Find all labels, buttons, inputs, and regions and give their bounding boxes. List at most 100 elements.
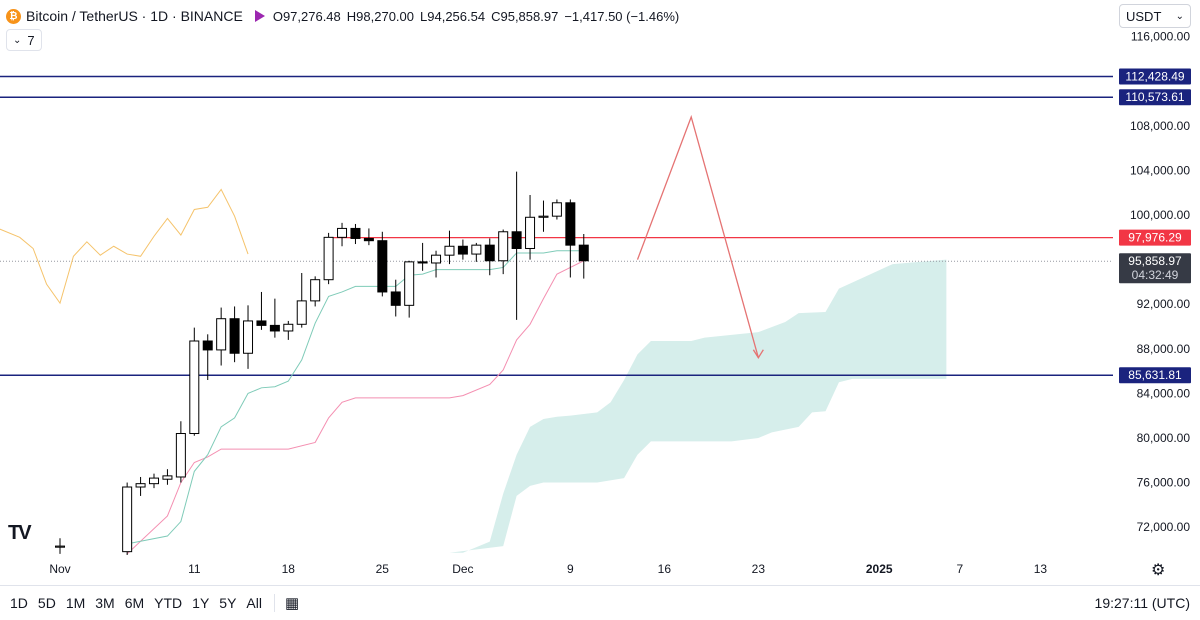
current-price-badge — [1119, 253, 1191, 284]
timeframe-6m[interactable]: 6M — [124, 595, 145, 611]
timeframe-5d[interactable]: 5D — [37, 595, 56, 611]
y-tick-label: 80,000.00 — [1137, 431, 1191, 445]
kijun-line — [126, 260, 584, 555]
ohlc-change: −1,417.50 (−1.46%) — [564, 8, 680, 24]
y-tick-label: 84,000.00 — [1137, 386, 1191, 400]
candle-body — [457, 245, 468, 255]
level-85631-label: 85,631.81 — [1128, 368, 1182, 382]
candle-body — [135, 483, 146, 488]
flag-icon[interactable] — [254, 10, 265, 22]
timeframe-1m[interactable]: 1M — [65, 595, 86, 611]
tenkan-line — [127, 250, 584, 545]
candle-body — [269, 324, 280, 332]
gear-icon[interactable]: ⚙ — [1151, 562, 1166, 579]
candle-body — [310, 279, 321, 302]
x-tick-label: 23 — [752, 562, 766, 576]
x-tick-label: 7 — [956, 562, 963, 576]
timeframe-all[interactable]: All — [246, 595, 262, 611]
current-price-countdown: 04:32:49 — [1132, 268, 1179, 282]
calendar-range-icon[interactable]: ▦ — [284, 595, 300, 612]
candle-body — [390, 291, 401, 306]
indicators-count: 7 — [27, 32, 35, 48]
projection-path — [636, 114, 759, 358]
candle-body — [525, 216, 536, 249]
x-tick-label: 2025 — [866, 562, 893, 576]
candle-body — [323, 236, 334, 281]
candle-body — [243, 320, 254, 354]
level-110573-badge — [1119, 89, 1191, 106]
level-112428-label: 112,428.49 — [1125, 70, 1184, 84]
candle-body — [484, 244, 495, 262]
utc-clock[interactable]: 19:27:11 (UTC) — [1094, 595, 1190, 611]
x-tick-label: 25 — [376, 562, 390, 576]
currency-selector[interactable]: USDT ⌄ — [1119, 4, 1191, 28]
candle-body — [189, 340, 200, 435]
symbol-title[interactable]: Bitcoin / TetherUS · 1D · BINANCE — [26, 8, 243, 24]
y-tick-label: 88,000.00 — [1137, 342, 1191, 356]
candle-body — [296, 300, 307, 325]
x-tick-label: Nov — [49, 562, 70, 576]
candle-body — [216, 318, 227, 351]
chikou-line — [0, 188, 249, 305]
candle-body — [149, 477, 160, 485]
x-tick-label: 16 — [658, 562, 672, 576]
candle-body — [404, 261, 415, 306]
candle-body — [578, 244, 589, 262]
chart-header: ₿ Bitcoin / TetherUS · 1D · BINANCE O97,… — [6, 6, 685, 26]
candle-body — [350, 227, 361, 239]
y-tick-label: 116,000.00 — [1131, 30, 1190, 44]
candle-body — [565, 202, 576, 246]
candle-body — [417, 261, 428, 264]
resistance-badge — [1119, 229, 1191, 246]
candle-body — [538, 215, 549, 218]
resistance-label: 97,976.29 — [1128, 231, 1182, 245]
candle-body — [444, 245, 455, 256]
toolbar-divider — [273, 594, 275, 612]
chevron-down-icon: ⌄ — [1175, 10, 1184, 22]
candle-body — [256, 320, 267, 326]
candle-body — [363, 237, 374, 242]
candle-body — [377, 240, 388, 293]
ohlc-high: H98,270.00 — [346, 8, 415, 24]
candle-body — [229, 318, 240, 354]
candle-body — [498, 231, 509, 262]
candle-body — [471, 244, 482, 255]
x-tick-label: 11 — [188, 562, 201, 576]
candle-body — [122, 486, 133, 553]
candle-body — [283, 323, 294, 332]
timeframe-ytd[interactable]: YTD — [154, 595, 183, 611]
y-tick-label: 104,000.00 — [1130, 163, 1190, 177]
y-tick-label: 108,000.00 — [1130, 119, 1190, 133]
ohlc-close: C95,858.97 — [491, 8, 559, 24]
candle-body — [162, 475, 173, 480]
x-tick-label: 18 — [282, 562, 296, 576]
y-tick-label: 76,000.00 — [1137, 476, 1191, 490]
timeframe-1d[interactable]: 1D — [10, 595, 28, 611]
candle-body — [551, 202, 562, 217]
timeframe-5y[interactable]: 5Y — [219, 595, 237, 611]
ichimoku-cloud — [449, 259, 947, 553]
candle-body — [202, 340, 213, 351]
chevron-down-icon: ⌄ — [13, 34, 22, 46]
y-tick-label: 72,000.00 — [1137, 520, 1191, 534]
ohlc-open: O97,276.48 — [272, 8, 341, 24]
bottom-toolbar: 1D 5D 1M 3M 6M YTD 1Y 5Y All ▦ 19:27:11 … — [0, 585, 1200, 620]
currency-label: USDT — [1126, 8, 1162, 24]
tradingview-logo: TV — [8, 522, 32, 544]
level-110573-label: 110,573.61 — [1125, 90, 1184, 104]
candle-body — [511, 231, 522, 249]
indicators-toggle[interactable]: ⌄ 7 — [6, 29, 42, 51]
timeframe-3m[interactable]: 3M — [95, 595, 115, 611]
level-85631-badge — [1119, 367, 1191, 384]
candle-body — [431, 254, 442, 264]
timeframe-1y[interactable]: 1Y — [192, 595, 210, 611]
x-tick-label: Dec — [452, 562, 473, 576]
projection-arrowhead — [752, 349, 764, 359]
ohlc-low: L94,256.54 — [420, 8, 486, 24]
x-tick-label: 9 — [567, 562, 574, 576]
y-tick-label: 92,000.00 — [1137, 297, 1191, 311]
x-tick-label: 13 — [1034, 562, 1048, 576]
candle-body — [337, 227, 348, 238]
current-price-label: 95,858.97 — [1128, 254, 1182, 268]
